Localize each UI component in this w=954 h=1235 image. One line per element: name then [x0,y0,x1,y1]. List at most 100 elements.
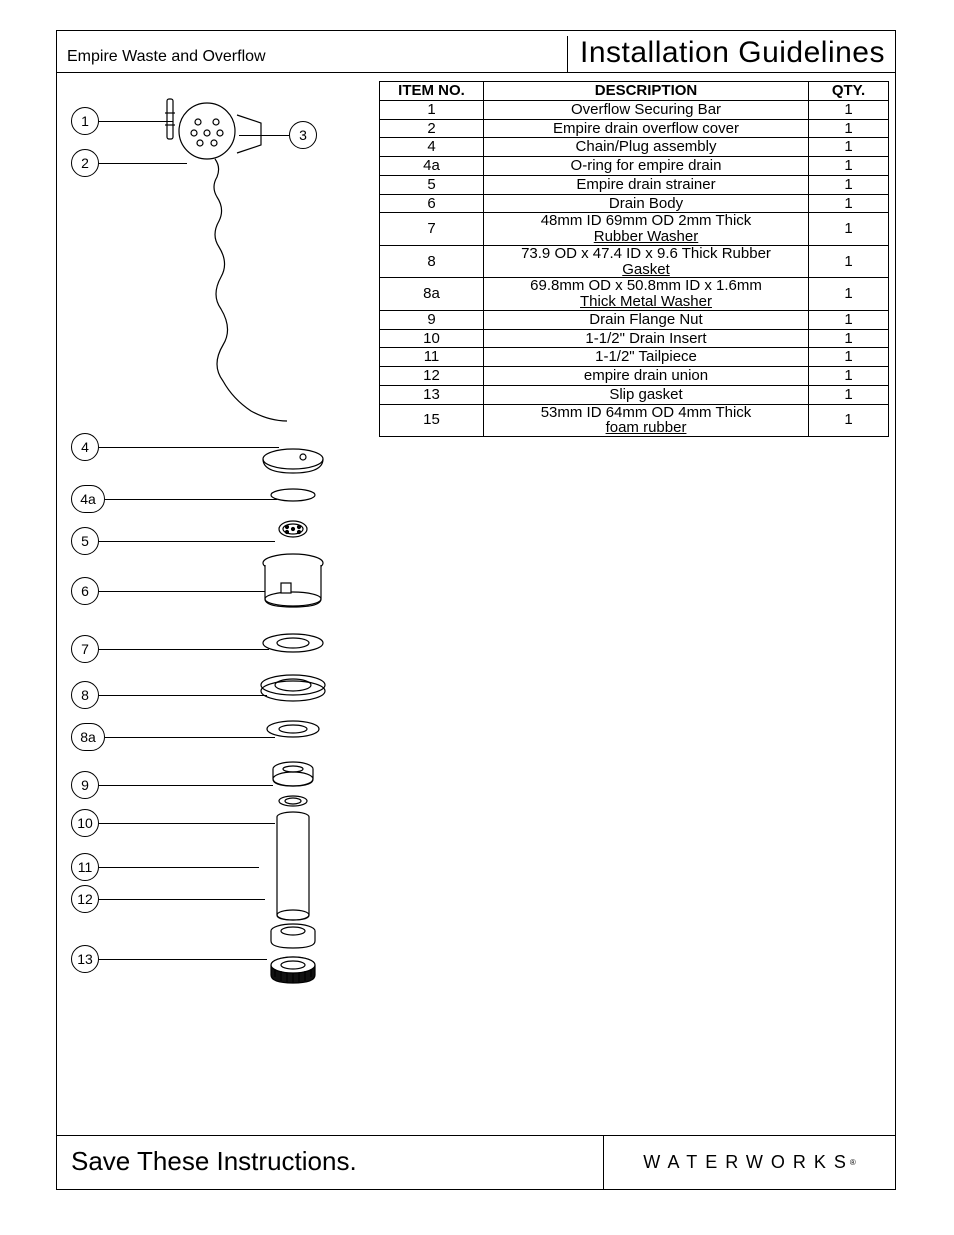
product-name: Empire Waste and Overflow [57,48,567,72]
cell-item: 10 [380,329,484,348]
table-row: 4Chain/Plug assembly1 [380,138,889,157]
callout-bubble: 5 [71,527,99,555]
callout: 12 [71,885,265,913]
cell-item: 4a [380,157,484,176]
cell-qty: 1 [809,385,889,404]
cell-qty: 1 [809,175,889,194]
callout-lead [99,695,267,696]
header-row: Empire Waste and Overflow Installation G… [57,31,895,73]
cell-item: 7 [380,213,484,246]
table-row: 873.9 OD x 47.4 ID x 9.6 Thick RubberGas… [380,245,889,278]
callout-lead [99,591,265,592]
callout: 9 [71,771,273,799]
cell-qty: 1 [809,119,889,138]
col-header-desc: DESCRIPTION [484,82,809,101]
cell-qty: 1 [809,278,889,311]
callout-lead [105,737,275,738]
callout-bubble: 8 [71,681,99,709]
table-row: 13Slip gasket1 [380,385,889,404]
callout: 8 [71,681,267,709]
cell-desc: 73.9 OD x 47.4 ID x 9.6 Thick RubberGask… [484,245,809,278]
callout: 2 [71,149,187,177]
cell-desc: Drain Body [484,194,809,213]
table-row: 1553mm ID 64mm OD 4mm Thickfoam rubber1 [380,404,889,437]
cell-desc: Drain Flange Nut [484,310,809,329]
callout-lead [99,541,275,542]
col-header-item: ITEM NO. [380,82,484,101]
brand-box: WATERWORKS® [603,1136,895,1189]
cell-qty: 1 [809,367,889,386]
callout-lead [99,447,279,448]
callout-lead [105,499,277,500]
table-row: 101-1/2" Drain Insert1 [380,329,889,348]
table-row: 12empire drain union1 [380,367,889,386]
table-row: 1Overflow Securing Bar1 [380,100,889,119]
callout-bubble: 12 [71,885,99,913]
cell-item: 15 [380,404,484,437]
callout: 13 [71,945,267,973]
callout: 7 [71,635,269,663]
callout-lead [99,823,275,824]
table-row: 2Empire drain overflow cover1 [380,119,889,138]
callout: 4 [71,433,279,461]
callout: 4a [71,485,277,513]
brand-name: WATERWORKS [643,1152,854,1173]
cell-desc: 48mm ID 69mm OD 2mm ThickRubber Washer [484,213,809,246]
cell-qty: 1 [809,348,889,367]
cell-desc: 1-1/2" Drain Insert [484,329,809,348]
callout: 8a [71,723,275,751]
cell-desc: empire drain union [484,367,809,386]
callout-lead [99,649,269,650]
callout: 1 [71,107,173,135]
parts-table: ITEM NO. DESCRIPTION QTY. 1Overflow Secu… [379,81,889,437]
callout-lead [99,785,273,786]
cell-desc: 1-1/2" Tailpiece [484,348,809,367]
page-title: Installation Guidelines [567,36,895,72]
save-instructions-text: Save These Instructions. [57,1136,603,1189]
cell-desc: 53mm ID 64mm OD 4mm Thickfoam rubber [484,404,809,437]
cell-qty: 1 [809,329,889,348]
table-row: 4aO-ring for empire drain1 [380,157,889,176]
table-header-row: ITEM NO. DESCRIPTION QTY. [380,82,889,101]
callout-bubble: 6 [71,577,99,605]
cell-item: 6 [380,194,484,213]
callout-lead [99,867,259,868]
cell-desc: Chain/Plug assembly [484,138,809,157]
cell-qty: 1 [809,310,889,329]
cell-desc: Slip gasket [484,385,809,404]
cell-qty: 1 [809,213,889,246]
callout-bubble: 13 [71,945,99,973]
callout-lead [99,121,173,122]
cell-qty: 1 [809,138,889,157]
callout-bubble: 4 [71,433,99,461]
cell-item: 4 [380,138,484,157]
exploded-diagram: 1244a56788a910111213 3 [57,81,367,1001]
callout-lead [99,899,265,900]
content-area: 1244a56788a910111213 3 ITEM NO. DESCRIPT… [57,73,895,1133]
col-header-qty: QTY. [809,82,889,101]
cell-item: 12 [380,367,484,386]
cell-desc: O-ring for empire drain [484,157,809,176]
cell-item: 11 [380,348,484,367]
cell-item: 8 [380,245,484,278]
page-frame: Empire Waste and Overflow Installation G… [56,30,896,1190]
cell-qty: 1 [809,100,889,119]
callout-bubble: 3 [289,121,317,149]
cell-qty: 1 [809,194,889,213]
table-row: 8a69.8mm OD x 50.8mm ID x 1.6mmThick Met… [380,278,889,311]
footer-row: Save These Instructions. WATERWORKS® [57,1135,895,1189]
callout: 5 [71,527,275,555]
cell-qty: 1 [809,404,889,437]
callout-lead [99,959,267,960]
callout-bubble: 8a [71,723,105,751]
table-row: 111-1/2" Tailpiece1 [380,348,889,367]
callout-bubble: 4a [71,485,105,513]
callout-bubble: 1 [71,107,99,135]
table-row: 748mm ID 69mm OD 2mm ThickRubber Washer1 [380,213,889,246]
cell-item: 8a [380,278,484,311]
cell-desc: Overflow Securing Bar [484,100,809,119]
callout: 11 [71,853,259,881]
callout-lead [99,163,187,164]
table-row: 5Empire drain strainer1 [380,175,889,194]
cell-item: 1 [380,100,484,119]
